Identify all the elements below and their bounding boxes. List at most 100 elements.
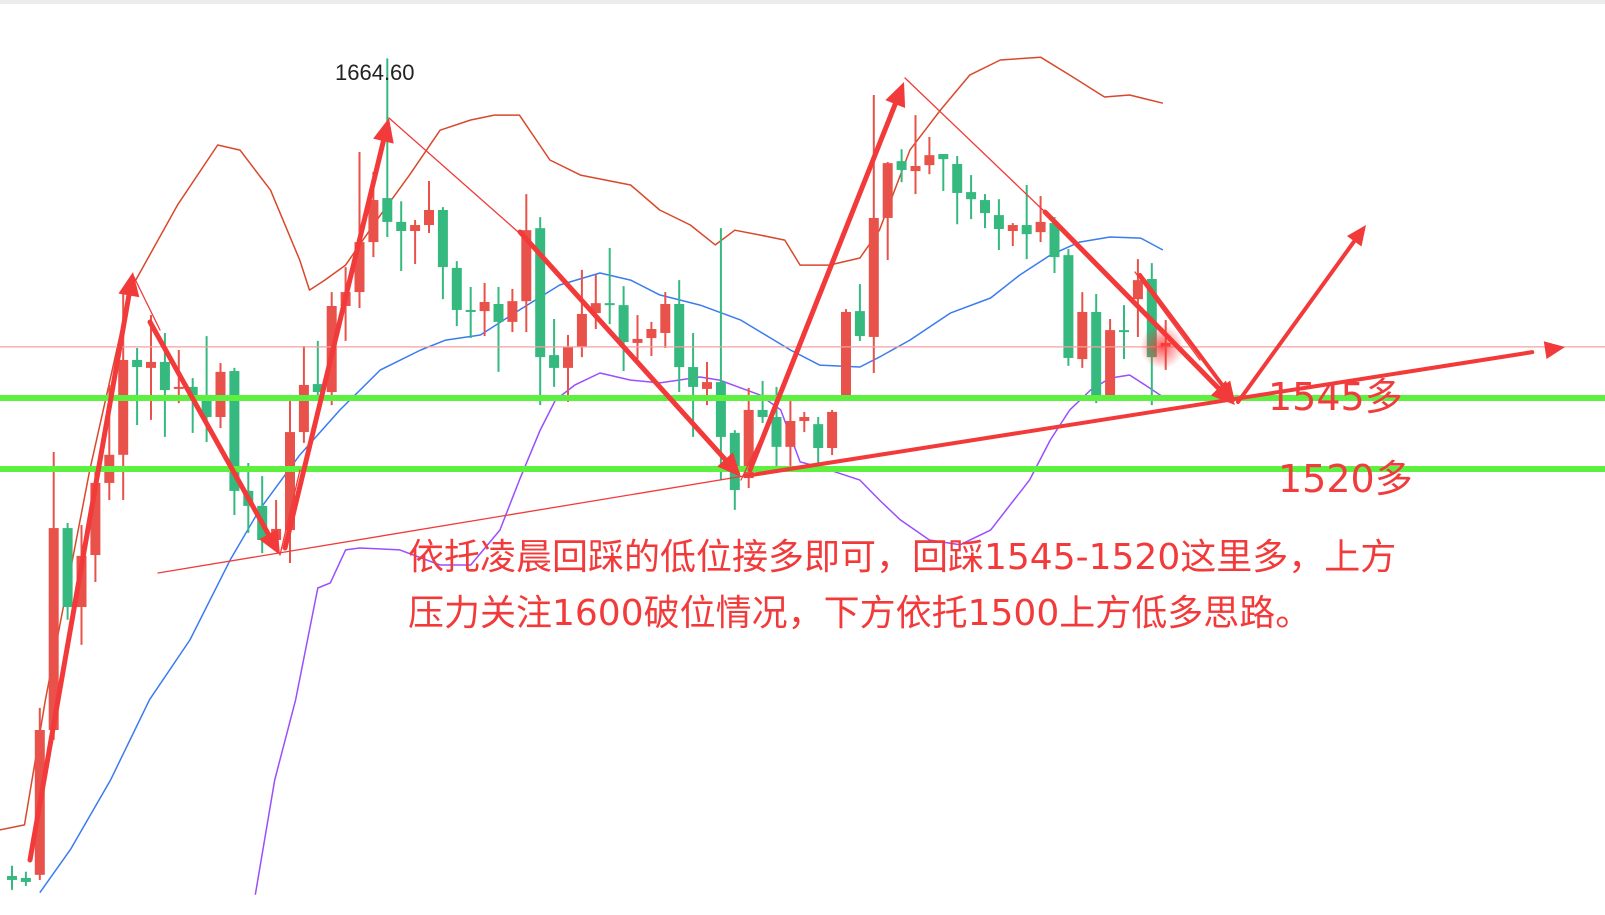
candle-up xyxy=(590,275,601,329)
up-arrow-4-shaft xyxy=(1236,230,1363,404)
candle-body xyxy=(146,361,156,368)
candle-body xyxy=(479,302,490,312)
candle-body xyxy=(1091,311,1102,398)
candle-up xyxy=(479,282,490,337)
candle-down xyxy=(493,286,504,372)
candle-down xyxy=(674,280,685,393)
candle-body xyxy=(674,303,685,368)
candle-body xyxy=(7,875,17,880)
down-arrow-2-shaft xyxy=(517,229,735,470)
candle-down xyxy=(20,871,31,886)
candle-up xyxy=(882,161,893,260)
up-arrow-3-shaft xyxy=(747,95,901,473)
candle-down xyxy=(549,319,560,387)
candle-body xyxy=(62,528,73,608)
candle-body xyxy=(285,432,295,531)
candle-up xyxy=(1007,223,1018,247)
up-arrow-2-shaft xyxy=(282,132,388,551)
candle-body xyxy=(507,301,518,322)
candle-down xyxy=(688,332,699,437)
candle-body xyxy=(76,555,87,608)
candle-body xyxy=(743,409,754,479)
candle-body xyxy=(1105,330,1116,398)
candle-up xyxy=(827,409,838,456)
candle-down xyxy=(896,149,907,183)
candle-body xyxy=(298,384,309,433)
candle-body xyxy=(924,155,935,166)
candle-body xyxy=(410,225,421,232)
candle-up xyxy=(660,292,671,349)
candle-down xyxy=(715,228,726,481)
candle-down xyxy=(7,865,17,890)
candle-down xyxy=(813,417,824,464)
candle-up xyxy=(576,269,587,358)
candle-body xyxy=(980,200,990,214)
candle-body xyxy=(854,311,865,337)
candle-body xyxy=(646,328,657,339)
candle-body xyxy=(229,371,240,491)
candle-body xyxy=(118,359,129,455)
candle-up xyxy=(646,321,657,356)
candle-up xyxy=(1132,259,1143,337)
thin-line-5 xyxy=(904,77,1046,213)
drawn-annotations xyxy=(27,77,1565,863)
candle-down xyxy=(382,58,393,237)
candle-up xyxy=(507,288,518,333)
candle-down xyxy=(62,522,73,620)
candle-up xyxy=(146,315,156,420)
candle-down xyxy=(993,199,1004,251)
candle-body xyxy=(576,313,587,347)
lower-band-line xyxy=(254,372,1164,895)
thin-line-6 xyxy=(1134,271,1201,361)
candle-down xyxy=(396,201,407,272)
candle-body xyxy=(757,409,768,418)
price-levels xyxy=(0,346,1605,472)
candle-up xyxy=(910,115,921,195)
candle-body xyxy=(368,200,379,243)
candle-body xyxy=(451,267,462,310)
candle-body xyxy=(827,411,838,448)
down-arrow-1-head xyxy=(259,529,280,555)
candle-body xyxy=(618,305,629,343)
candle-body xyxy=(590,303,601,314)
candle-up xyxy=(632,315,643,360)
trendline-arrow-shaft xyxy=(743,350,1535,478)
candle-down xyxy=(1119,305,1129,360)
candle-body xyxy=(132,359,143,368)
candle-up xyxy=(841,309,851,400)
candles xyxy=(7,58,1171,890)
candle-down xyxy=(229,367,240,516)
down-arrow-4-shaft xyxy=(1138,273,1234,399)
candle-down xyxy=(952,156,963,225)
top-border xyxy=(0,0,1605,4)
candle-down xyxy=(604,248,615,325)
candle-up xyxy=(1105,319,1116,398)
candle-up xyxy=(410,219,421,264)
candle-up xyxy=(868,94,879,374)
candle-down xyxy=(980,194,990,229)
candle-body xyxy=(1119,330,1129,333)
last-price-glow-dot xyxy=(1140,324,1184,369)
candle-down xyxy=(1091,294,1102,404)
candle-body xyxy=(354,242,365,293)
down-arrow-1-shaft xyxy=(147,319,278,549)
candle-body xyxy=(910,165,921,172)
candle-body xyxy=(563,346,573,368)
high-price-label: 1664.60 xyxy=(335,60,415,85)
trendline-arrow-head xyxy=(1543,341,1565,359)
candle-body xyxy=(1007,225,1018,232)
candle-up xyxy=(48,451,59,740)
candle-up xyxy=(76,524,87,645)
candle-down xyxy=(451,261,462,327)
candle-up xyxy=(563,334,573,402)
candle-body xyxy=(993,215,1004,230)
candle-down xyxy=(535,217,546,406)
candle-body xyxy=(215,371,226,418)
candle-body xyxy=(20,877,31,882)
candle-up xyxy=(298,346,309,443)
candle-down xyxy=(1049,217,1060,274)
candle-down xyxy=(938,154,949,191)
candle-down xyxy=(618,286,629,372)
candle-body xyxy=(1063,255,1074,358)
up-arrow-1-head xyxy=(118,272,140,298)
